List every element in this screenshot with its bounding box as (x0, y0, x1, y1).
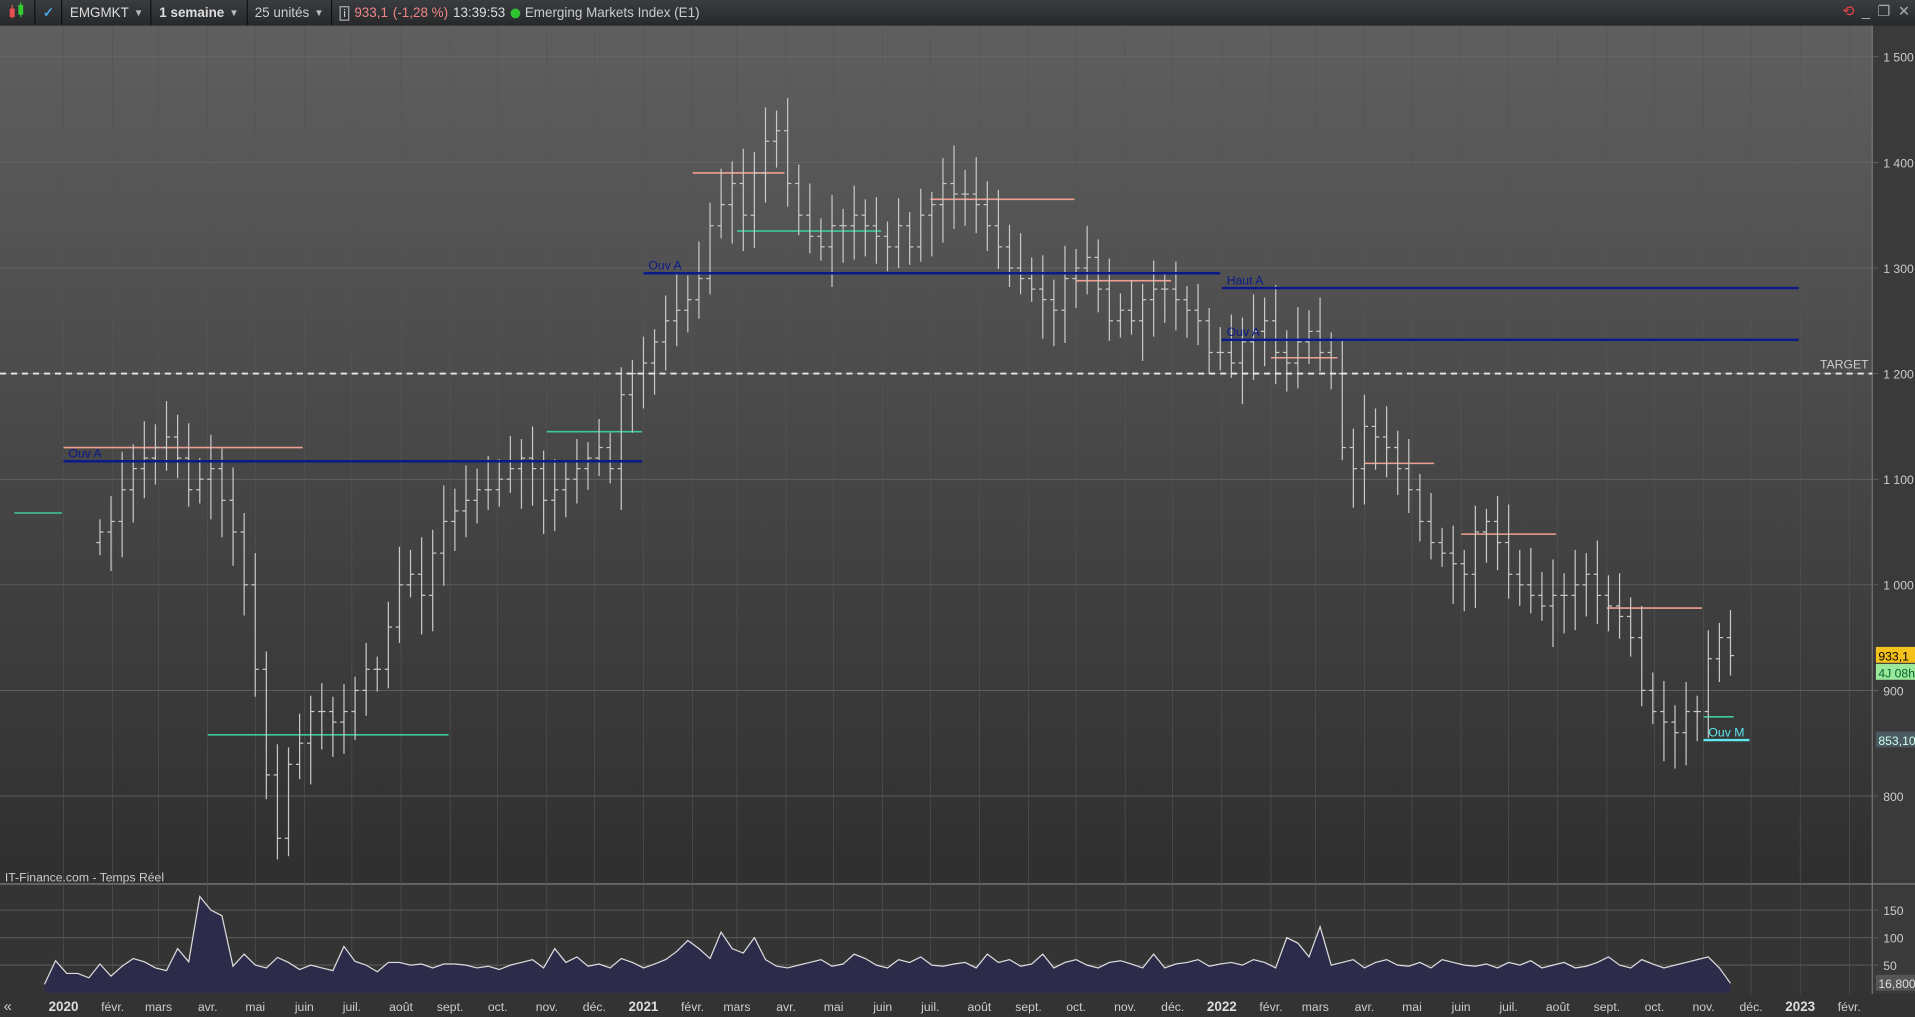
price-change: (-1,28 %) (392, 5, 449, 21)
indicator-value-badge: 16,800 (1878, 977, 1915, 991)
date-tick-label: août (389, 1000, 413, 1014)
period-selector[interactable]: 1 semaine ▼ (152, 0, 248, 26)
level-label: Ouv A (648, 259, 682, 273)
date-tick-label: déc. (1740, 1000, 1763, 1014)
date-tick-label: juin (872, 1000, 892, 1014)
date-tick-label: juin (1451, 1000, 1471, 1014)
scroll-left-button[interactable]: « (4, 999, 12, 1015)
price-tick-label: 1 200 (1883, 367, 1914, 381)
date-tick-label: févr. (1259, 1000, 1282, 1014)
indicator-tick-label: 100 (1883, 932, 1904, 946)
refresh-icon[interactable]: ⟲ (1842, 2, 1855, 20)
level-label: Haut A (1227, 273, 1264, 287)
ouv-m-badge-bg (1875, 731, 1915, 748)
date-tick-label: oct. (1645, 1000, 1665, 1014)
indicator-tick-label: 50 (1883, 959, 1897, 973)
price-tick-label: 900 (1883, 684, 1904, 698)
date-tick-label: mai (245, 1000, 265, 1014)
date-tick-label: mars (1302, 1000, 1329, 1014)
date-tick-label: 2021 (629, 999, 659, 1014)
checkmark-link-icon: ✓ (42, 6, 55, 21)
last-price: 933,1 (354, 5, 388, 21)
date-tick-label: 2020 (49, 999, 79, 1014)
chevron-down-icon: ▼ (229, 7, 239, 19)
date-tick-label: mai (824, 1000, 844, 1014)
period-label: 1 semaine (159, 5, 225, 21)
date-tick-label: mars (145, 1000, 172, 1014)
date-tick-label: juin (294, 1000, 314, 1014)
date-tick-label: avr. (776, 1000, 796, 1014)
date-tick-label: sept. (1015, 1000, 1041, 1014)
date-tick-label: 2022 (1207, 999, 1237, 1014)
date-tick-label: oct. (488, 1000, 508, 1014)
quote-time: 13:39:53 (452, 5, 506, 21)
ouv-m-badge: 853,10 (1878, 734, 1915, 748)
price-tick-label: 1 000 (1883, 579, 1914, 593)
price-tick-label: 1 400 (1883, 156, 1914, 170)
date-tick-label: août (1546, 1000, 1570, 1014)
minimize-icon[interactable]: _ (1861, 2, 1871, 20)
indicator-area (44, 896, 1731, 993)
date-tick-label: avr. (1355, 1000, 1375, 1014)
indicator-line (43, 895, 1731, 985)
candlestick-icon (7, 2, 27, 23)
date-tick-label: févr. (101, 1000, 124, 1014)
date-tick-label: nov. (1692, 1000, 1714, 1014)
units-label: 25 unités (254, 5, 310, 21)
watchlist-button[interactable]: ✓ (35, 0, 63, 26)
target-label: TARGET (1820, 358, 1869, 372)
countdown-badge: 4J 08h (1878, 666, 1915, 680)
date-tick-label: nov. (536, 1000, 558, 1014)
date-tick-label: août (968, 1000, 992, 1014)
date-tick-label: mars (723, 1000, 750, 1014)
units-selector[interactable]: 25 unités ▼ (247, 0, 333, 26)
date-tick-label: nov. (1114, 1000, 1136, 1014)
price-tick-label: 1 500 (1883, 51, 1914, 65)
date-tick-label: sept. (1594, 1000, 1620, 1014)
price-tick-label: 800 (1883, 790, 1904, 804)
close-icon[interactable]: ✕ (1897, 2, 1911, 20)
price-axis (1872, 25, 1915, 994)
date-axis (0, 993, 1915, 1017)
chevron-down-icon: ▼ (133, 7, 144, 19)
date-tick-label: oct. (1066, 1000, 1086, 1014)
countdown-badge-bg (1875, 663, 1915, 680)
info-icon[interactable]: i (339, 5, 350, 21)
date-tick-label: févr. (1838, 1000, 1861, 1014)
level-label: Ouv A (68, 447, 102, 461)
last-price-badge-bg (1875, 646, 1915, 663)
date-tick-label: 2023 (1785, 999, 1815, 1014)
chevron-down-icon: ▼ (314, 7, 324, 19)
price-tick-label: 1 300 (1883, 262, 1914, 276)
source-label: IT-Finance.com - Temps Réel (5, 870, 164, 884)
symbol-selector[interactable]: EMGMKT ▼ (63, 0, 152, 26)
level-label: Ouv M (1708, 725, 1744, 739)
date-tick-label: mai (1402, 1000, 1422, 1014)
window-controls: ⟲ _ ❐ ✕ (1842, 2, 1910, 19)
indicator-badge-bg (1875, 974, 1915, 991)
date-tick-label: avr. (198, 1000, 218, 1014)
chart-background (0, 25, 1873, 884)
date-tick-label: févr. (681, 1000, 704, 1014)
price-tick-label: 1 100 (1883, 473, 1914, 487)
indicator-tick-label: 150 (1883, 904, 1904, 918)
date-tick-label: juil. (342, 1000, 361, 1014)
date-tick-label: déc. (583, 1000, 606, 1014)
instrument-name: Emerging Markets Index (E1) (524, 5, 700, 21)
restore-icon[interactable]: ❐ (1877, 2, 1891, 20)
toolbar: ✓ EMGMKT ▼ 1 semaine ▼ 25 unités ▼ i 933,1 … (0, 0, 1915, 27)
date-tick-label: sept. (437, 1000, 463, 1014)
date-tick-label: déc. (1161, 1000, 1184, 1014)
date-tick-label: juil. (1498, 1000, 1517, 1014)
date-tick-label: juil. (920, 1000, 939, 1014)
level-label: Ouv A (1227, 325, 1261, 339)
quote-info: i 933,1 (-1,28 %) 13:39:53 Emerging Mark… (332, 0, 707, 26)
symbol-label: EMGMKT (69, 5, 129, 21)
status-dot-icon (510, 7, 520, 18)
chart-type-button[interactable] (0, 0, 36, 26)
last-price-badge: 933,1 (1878, 649, 1909, 663)
